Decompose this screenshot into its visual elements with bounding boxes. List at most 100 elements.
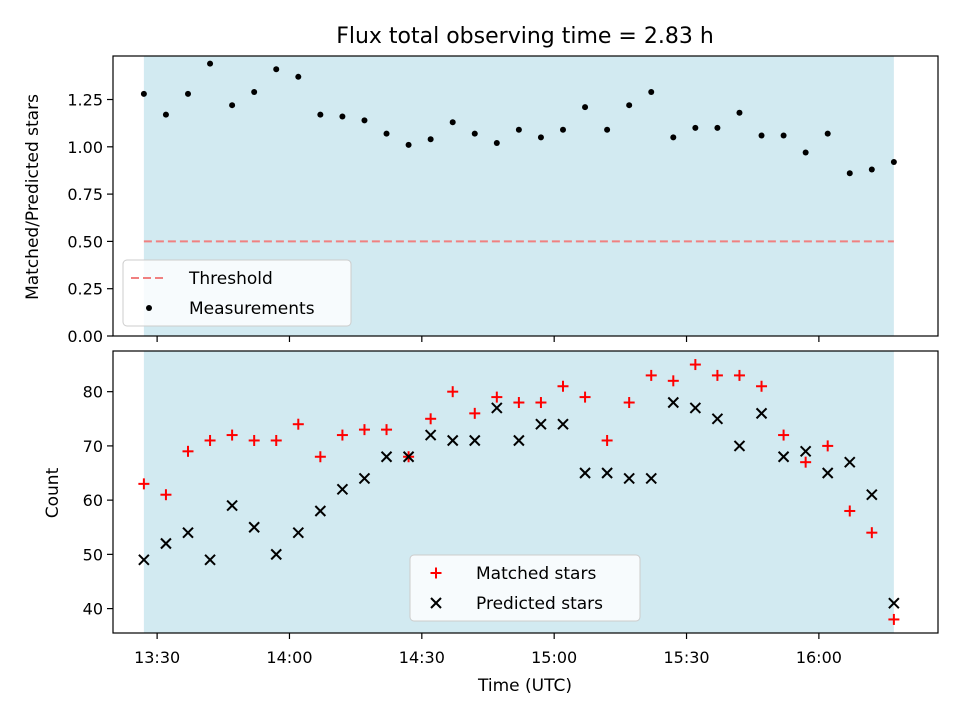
matched-star-point bbox=[623, 397, 635, 409]
predicted-star-point bbox=[248, 521, 260, 533]
x-mark-b bbox=[336, 483, 349, 495]
x-mark-b bbox=[402, 451, 415, 463]
x-mark-b bbox=[248, 521, 260, 533]
measurement-point bbox=[560, 126, 566, 133]
legend-measurement-swatch bbox=[146, 305, 152, 311]
legend-box bbox=[122, 259, 352, 327]
measurement-point bbox=[824, 130, 831, 137]
predicted-star-point bbox=[446, 434, 459, 447]
measurement-point bbox=[229, 102, 236, 109]
x-mark-b bbox=[645, 472, 657, 485]
x-mark-b bbox=[623, 472, 635, 485]
x-mark-b bbox=[204, 554, 216, 566]
legend-matched-swatch bbox=[430, 567, 442, 579]
x-axis-label: Time (UTC) bbox=[477, 676, 572, 696]
matched-star-point bbox=[270, 434, 282, 446]
predicted-star-point bbox=[579, 467, 591, 479]
top-y-tick-label: 0.00 bbox=[67, 327, 103, 346]
x-mark-b bbox=[270, 548, 282, 561]
measurement-point bbox=[140, 90, 147, 97]
predicted-star-point bbox=[469, 434, 481, 447]
legend-label: Matched stars bbox=[476, 564, 596, 584]
legend-label: Measurements bbox=[189, 299, 315, 319]
legend: Threshold Measurements bbox=[122, 259, 352, 327]
top-y-tick-label: 1.00 bbox=[67, 138, 103, 157]
matched-star-point bbox=[756, 380, 768, 392]
x-mark-b bbox=[557, 418, 569, 430]
x-mark-b bbox=[424, 429, 437, 441]
x-mark-b bbox=[821, 467, 834, 479]
x-mark-b bbox=[292, 526, 305, 539]
x-mark-b bbox=[667, 396, 680, 409]
matched-star-point bbox=[579, 391, 591, 403]
top-panel: 0.00 0.25 0.50 0.75 1.00 1.25 Threshold Measure… bbox=[67, 55, 939, 346]
bottom-y-tick-label: 50 bbox=[83, 545, 103, 564]
x-mark-b bbox=[491, 402, 503, 414]
matched-star-point bbox=[226, 429, 238, 441]
predicted-star-point bbox=[226, 499, 238, 512]
x-mark-b bbox=[513, 434, 525, 447]
predicted-star-point bbox=[380, 451, 393, 463]
predicted-star-point bbox=[270, 548, 282, 561]
measurement-point bbox=[692, 124, 699, 131]
x-mark-b bbox=[358, 472, 371, 485]
x-mark-b bbox=[799, 445, 812, 458]
top-plot-frame bbox=[112, 55, 939, 337]
measurement-point bbox=[736, 109, 743, 116]
matched-star-point bbox=[535, 397, 547, 409]
x-mark-b bbox=[469, 434, 481, 447]
measurement-point bbox=[582, 104, 589, 111]
matched-star-point bbox=[557, 380, 569, 392]
measurement-point bbox=[648, 88, 655, 95]
measurement-point bbox=[449, 119, 456, 126]
matched-star-point bbox=[336, 429, 348, 441]
predicted-star-point bbox=[755, 407, 768, 420]
x-mark-b bbox=[755, 407, 768, 420]
measurement-point bbox=[868, 166, 875, 173]
matched-star-point bbox=[425, 413, 437, 425]
predicted-star-point bbox=[799, 445, 812, 458]
predicted-star-point bbox=[402, 451, 415, 463]
matched-star-point bbox=[733, 369, 745, 381]
predicted-star-point bbox=[777, 451, 790, 463]
x-mark-b bbox=[777, 451, 790, 463]
matched-star-point bbox=[601, 434, 613, 446]
predicted-star-point bbox=[336, 483, 349, 495]
bottom-y-axis-label: Count bbox=[43, 467, 63, 518]
measurement-point bbox=[361, 117, 368, 124]
matched-star-point bbox=[689, 359, 701, 371]
x-mark-b bbox=[446, 434, 459, 447]
predicted-star-point bbox=[358, 472, 371, 485]
measurement-point bbox=[890, 158, 897, 165]
matched-star-point bbox=[866, 527, 878, 539]
matched-star-point bbox=[645, 369, 657, 381]
measurement-point bbox=[383, 130, 390, 137]
measurement-point bbox=[185, 90, 191, 97]
matched-star-point bbox=[381, 424, 393, 436]
measurement-point bbox=[339, 113, 346, 120]
predicted-star-point bbox=[204, 554, 216, 566]
matched-star-point bbox=[800, 456, 812, 468]
measurement-point bbox=[714, 124, 721, 131]
predicted-star-point bbox=[821, 467, 834, 479]
top-y-tick-label: 0.25 bbox=[67, 280, 103, 299]
x-mark-b bbox=[380, 451, 393, 463]
matched-star-point bbox=[513, 397, 525, 409]
x-mark-b bbox=[138, 554, 150, 566]
predicted-star-point bbox=[292, 526, 305, 539]
matched-star-point bbox=[314, 451, 326, 463]
matched-star-point bbox=[822, 440, 834, 452]
measurement-point bbox=[802, 149, 809, 156]
matched-star-point bbox=[292, 418, 304, 430]
bottom-panel: 40 50 60 70 80 13:30 14:00 14:30 15:00 15:30 16:00… bbox=[83, 350, 939, 667]
x-mark-b bbox=[866, 489, 878, 501]
matched-star-point bbox=[667, 375, 679, 387]
top-y-tick-label: 1.25 bbox=[67, 91, 103, 110]
measurement-point bbox=[515, 126, 522, 133]
matched-star-point bbox=[491, 391, 503, 403]
matched-star-point bbox=[204, 434, 216, 446]
matched-star-point bbox=[358, 424, 370, 436]
legend-box bbox=[409, 554, 641, 622]
x-mark-b bbox=[689, 402, 702, 414]
bottom-y-tick-label: 70 bbox=[83, 437, 103, 456]
